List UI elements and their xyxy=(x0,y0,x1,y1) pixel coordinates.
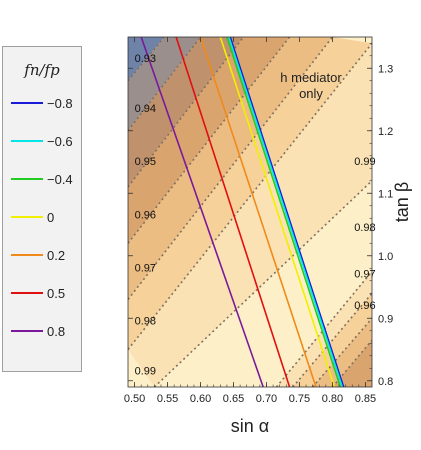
legend-swatch xyxy=(11,254,43,256)
series-line xyxy=(226,37,342,387)
y-tick-label: 1.2 xyxy=(378,126,393,138)
legend-swatch xyxy=(11,216,43,218)
x-tick-label: 0.75 xyxy=(289,393,310,405)
region-label-line1: h mediator xyxy=(280,70,342,85)
series-lines xyxy=(140,37,345,387)
y-tick-label: 1.3 xyxy=(378,63,393,75)
legend: fn/fp −0.8 −0.6 −0.4 0 0.2 0.5 0.8 xyxy=(2,46,82,372)
legend-item: −0.6 xyxy=(11,133,73,149)
x-tick-label: 0.70 xyxy=(256,393,277,405)
legend-swatch xyxy=(11,330,43,332)
x-axis-label: sin α xyxy=(231,416,269,436)
contour-line xyxy=(128,37,245,188)
legend-item: 0.8 xyxy=(11,323,65,339)
contour-label: 0.99 xyxy=(354,156,375,168)
legend-swatch xyxy=(11,140,43,142)
contour-line xyxy=(312,317,372,387)
shaded-band xyxy=(128,37,372,350)
legend-item: 0.5 xyxy=(11,285,65,301)
region-label-line2: only xyxy=(299,86,323,101)
plot-frame xyxy=(127,36,373,388)
y-tick-label: 1.0 xyxy=(378,251,393,263)
legend-item: −0.4 xyxy=(11,171,73,187)
y-tick-label: 1.1 xyxy=(378,188,393,200)
legend-swatch xyxy=(11,292,43,294)
legend-label: −0.4 xyxy=(47,171,73,187)
x-tick-label: 0.55 xyxy=(157,393,178,405)
x-tick-label: 0.60 xyxy=(190,393,211,405)
series-line xyxy=(229,37,345,387)
legend-label: 0.8 xyxy=(47,323,66,339)
contour-label: 0.97 xyxy=(354,269,375,281)
legend-title: fn/fp xyxy=(24,61,60,79)
legend-swatch xyxy=(11,102,43,104)
x-axis: 0.50 0.55 0.60 0.65 0.70 0.75 0.80 0.85 xyxy=(124,37,376,405)
contour-label: 0.94 xyxy=(135,103,156,115)
contour-line xyxy=(128,42,372,350)
contour-label: 0.97 xyxy=(135,262,156,274)
contour-label: 0.93 xyxy=(135,53,156,65)
series-line xyxy=(219,37,336,387)
contour-line xyxy=(292,292,372,387)
y-tick-label: 0.9 xyxy=(378,313,393,325)
shaded-band xyxy=(128,43,372,387)
shaded-band xyxy=(128,37,244,187)
legend-item: −0.8 xyxy=(11,95,73,111)
x-tick-label: 0.80 xyxy=(322,393,343,405)
legend-swatch xyxy=(11,178,43,180)
contour-label: 0.95 xyxy=(135,156,156,168)
legend-item: 0.2 xyxy=(11,247,65,263)
series-line xyxy=(199,37,317,387)
series-line xyxy=(140,37,264,387)
contour-label: 0.98 xyxy=(354,222,375,234)
legend-label: −0.8 xyxy=(47,95,73,111)
x-tick-label: 0.85 xyxy=(355,393,376,405)
y-axis: 0.8 0.9 1.0 1.1 1.2 1.3 xyxy=(128,42,393,388)
contour-label: 0.96 xyxy=(135,209,156,221)
contour-label: 0.98 xyxy=(135,316,156,328)
y-tick-label: 0.8 xyxy=(378,376,393,388)
contour-label: 0.96 xyxy=(354,300,375,312)
contour-line xyxy=(128,37,334,300)
shaded-bands xyxy=(128,37,372,387)
shaded-band xyxy=(128,37,201,131)
contour-label: 0.99 xyxy=(135,366,156,378)
x-tick-label: 0.50 xyxy=(124,393,145,405)
series-line xyxy=(228,37,344,387)
legend-item: 0 xyxy=(11,209,54,225)
legend-label: −0.6 xyxy=(47,133,73,149)
legend-label: 0.5 xyxy=(47,285,66,301)
x-tick-label: 0.65 xyxy=(223,393,244,405)
legend-label: 0 xyxy=(47,209,55,225)
y-axis-label: tan β xyxy=(392,182,412,222)
series-line xyxy=(175,37,291,387)
legend-label: 0.2 xyxy=(47,247,66,263)
